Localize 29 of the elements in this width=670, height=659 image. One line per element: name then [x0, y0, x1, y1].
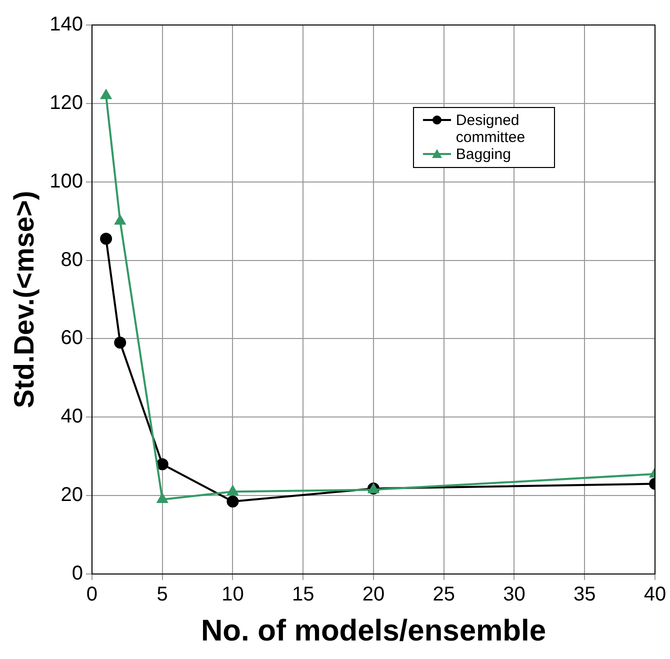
- x-tick-label: 5: [156, 584, 168, 606]
- y-tick-label: 60: [60, 327, 83, 350]
- y-tick-label: 0: [72, 562, 83, 585]
- point: [226, 495, 239, 508]
- y-tick-label: 80: [60, 248, 83, 271]
- y-axis-title: Std.Dev.(<mse>): [8, 190, 40, 408]
- x-tick-label: 15: [292, 584, 314, 606]
- x-tick-label: 40: [644, 584, 666, 606]
- x-axis-title: No. of models/ensemble: [200, 614, 546, 648]
- x-tick-label: 30: [503, 584, 526, 606]
- x-tick-label: 20: [362, 584, 385, 606]
- point: [114, 215, 126, 225]
- y-tick-label: 20: [60, 484, 83, 506]
- x-tick-label: 10: [222, 584, 244, 606]
- legend-label: Bagging: [456, 146, 511, 164]
- x-tick-label: 0: [86, 584, 98, 606]
- x-tick-label: 35: [573, 584, 596, 606]
- point: [156, 458, 168, 470]
- x-tick-label: 25: [432, 584, 455, 606]
- y-tick-label: 40: [60, 406, 83, 428]
- point: [100, 90, 112, 100]
- point: [227, 486, 238, 496]
- y-tick-label: 120: [50, 92, 83, 114]
- point: [100, 232, 112, 245]
- y-tick-label: 140: [50, 14, 83, 36]
- legend-label: Designed committee: [456, 112, 526, 146]
- y-tick-label: 100: [50, 170, 83, 192]
- point: [114, 336, 126, 349]
- point: [157, 493, 168, 503]
